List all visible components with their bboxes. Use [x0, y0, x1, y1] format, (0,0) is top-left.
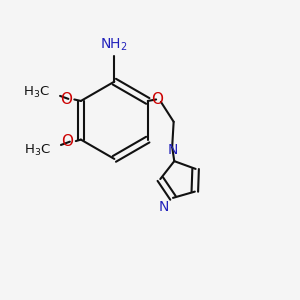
Text: O: O [151, 92, 163, 107]
Text: N: N [168, 143, 178, 157]
Text: O: O [61, 134, 74, 148]
Text: O: O [60, 92, 72, 107]
Text: H$_3$C: H$_3$C [23, 85, 50, 100]
Text: NH$_2$: NH$_2$ [100, 37, 128, 53]
Text: N: N [159, 200, 169, 214]
Text: H$_3$C: H$_3$C [24, 142, 51, 158]
